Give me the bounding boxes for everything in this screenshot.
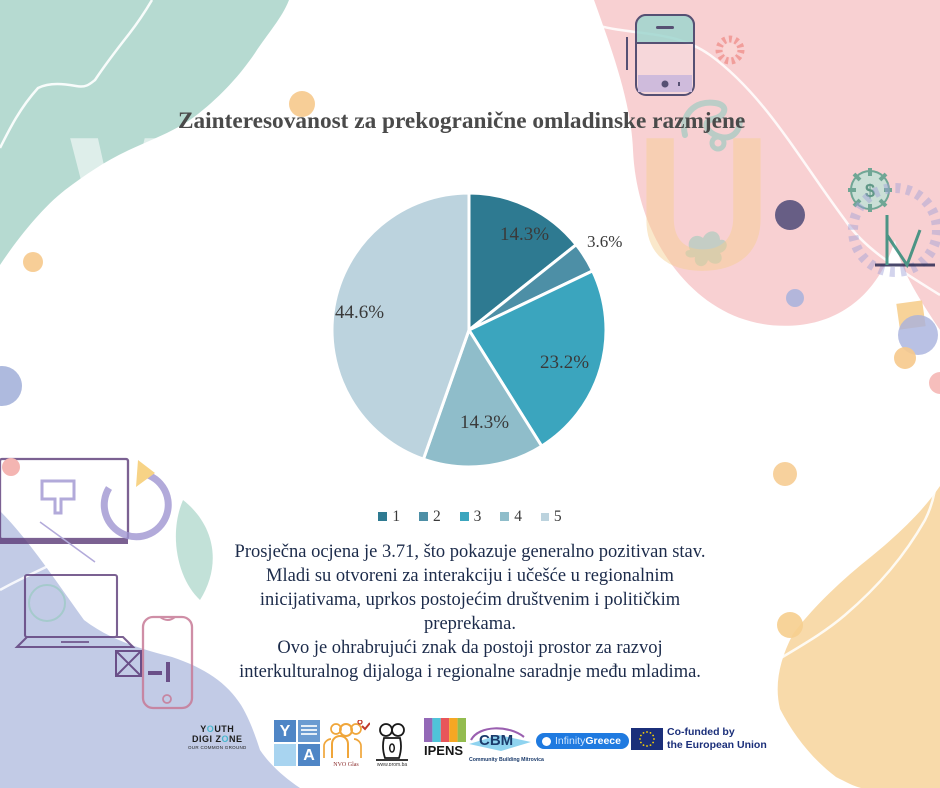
svg-text:NVO Glas: NVO Glas — [333, 762, 359, 766]
svg-text:23.2%: 23.2% — [540, 352, 589, 373]
svg-text:14.3%: 14.3% — [500, 224, 549, 245]
svg-text:3.6%: 3.6% — [587, 232, 622, 251]
svg-text:A: A — [303, 747, 315, 764]
svg-text:IPENS: IPENS — [424, 743, 463, 758]
svg-text:CBM: CBM — [479, 732, 513, 749]
svg-text:Y: Y — [280, 723, 291, 740]
svg-text:14.3%: 14.3% — [460, 412, 509, 433]
svg-text:www.prom.ba: www.prom.ba — [377, 762, 408, 766]
svg-text:44.6%: 44.6% — [335, 302, 384, 323]
